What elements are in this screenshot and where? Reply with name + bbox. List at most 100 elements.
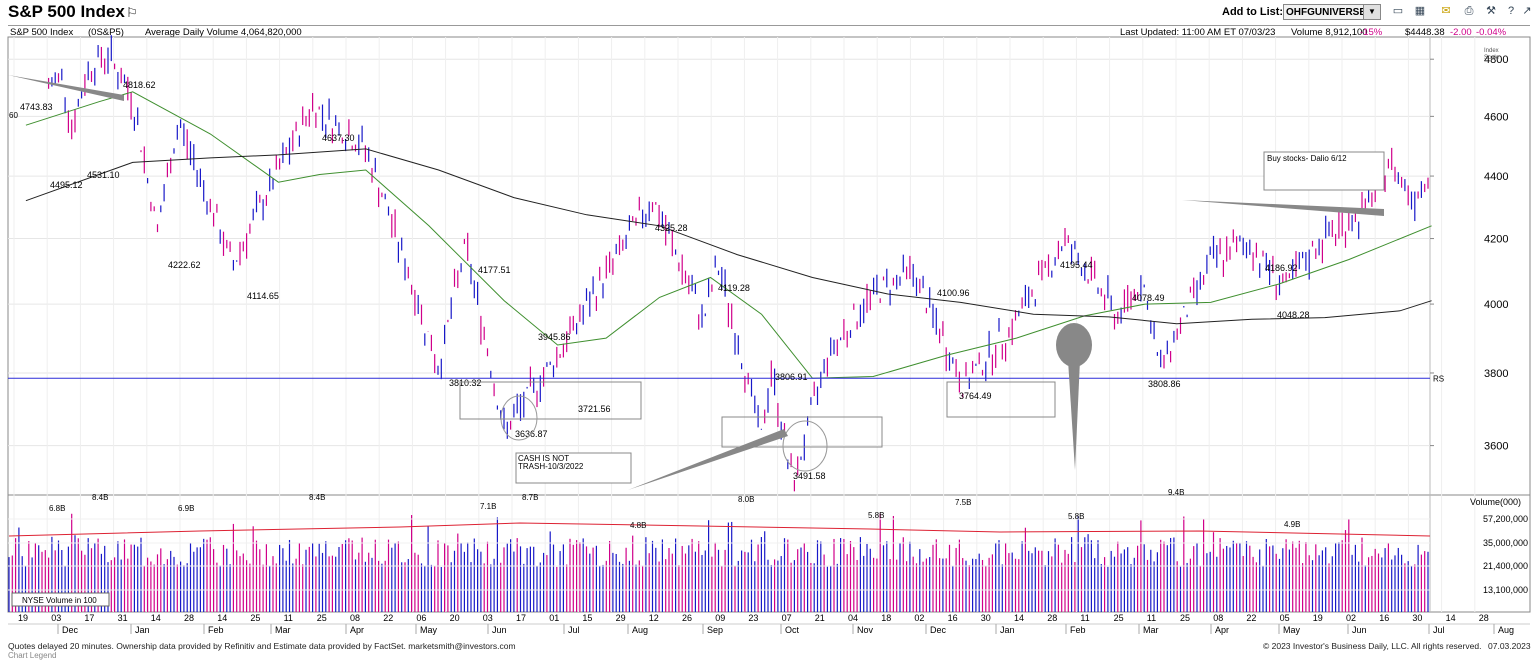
annotation-box: [515, 452, 632, 484]
tools-icon[interactable]: ⚒: [1486, 5, 1496, 17]
last-updated: Last Updated: 11:00 AM ET 07/03/23: [1120, 27, 1276, 38]
x-day-label: 29: [616, 613, 626, 623]
x-month-label: Nov: [857, 625, 874, 635]
volume-label: 5.8B: [1068, 512, 1084, 521]
volume-legend-box: [11, 592, 110, 607]
x-day-label: 14: [217, 613, 227, 623]
x-month-label: Dec: [930, 625, 947, 635]
x-day-label: 04: [848, 613, 858, 623]
chevron-down-icon[interactable]: ▼: [1363, 5, 1380, 19]
trendline-wedge: [1182, 200, 1384, 216]
print-icon[interactable]: ⎙: [1464, 5, 1474, 17]
price-label: 4495.12: [50, 180, 83, 190]
x-day-label: 03: [483, 613, 493, 623]
volume-label: 8.4B: [92, 493, 108, 502]
x-day-label: 02: [1346, 613, 1356, 623]
x-month-label: May: [420, 625, 438, 635]
x-day-label: 17: [516, 613, 526, 623]
symbol-name: S&P 500 Index: [10, 27, 74, 38]
x-month-label: Jan: [135, 625, 150, 635]
trendline-wedge: [1068, 360, 1080, 470]
volume-tick-label: 21,400,000: [1483, 561, 1528, 571]
x-day-label: 12: [649, 613, 659, 623]
price-label: 4078.49: [1132, 293, 1165, 303]
index-scale-label: Index: [1484, 48, 1499, 54]
price-label: 3808.86: [1148, 379, 1181, 389]
x-day-label: 26: [682, 613, 692, 623]
price-label: 4743.83: [20, 102, 53, 112]
x-day-label: 23: [748, 613, 758, 623]
price-tick-label: 4000: [1484, 299, 1508, 311]
x-day-label: 14: [151, 613, 161, 623]
price-label: 3810.32: [449, 378, 482, 388]
volume-label: 7.5B: [955, 498, 971, 507]
x-month-label: Jun: [1352, 625, 1367, 635]
volume-label: 8.4B: [309, 493, 325, 502]
x-day-label: 20: [450, 613, 460, 623]
price-label: 3721.56: [578, 404, 611, 414]
grid-icon[interactable]: ▦: [1414, 5, 1426, 17]
x-day-label: 16: [1379, 613, 1389, 623]
x-day-label: 31: [118, 613, 128, 623]
x-day-label: 25: [1180, 613, 1190, 623]
price-label: 4119.28: [718, 283, 750, 293]
volume-tick-label: 57,200,000: [1483, 514, 1528, 524]
price-text: $4448.38: [1405, 27, 1445, 38]
highlight-blob: [1056, 323, 1092, 367]
chart-legend-link[interactable]: Chart Legend: [8, 651, 57, 660]
moving-average-50: [25, 91, 1432, 379]
volume-legend-text: NYSE Volume in 100: [22, 596, 97, 605]
support-label: RS: [1433, 374, 1444, 383]
annotation-text: Buy stocks- Dalio 6/12: [1267, 154, 1347, 163]
x-day-label: 28: [184, 613, 194, 623]
chart-icon[interactable]: ▭: [1392, 5, 1404, 17]
x-day-label: 22: [1246, 613, 1256, 623]
price-label: 4637.30: [322, 133, 355, 143]
help-icon[interactable]: ?: [1507, 5, 1515, 17]
price-label: 4100.96: [937, 288, 970, 298]
volume-label: 4.9B: [1284, 520, 1300, 529]
volume-average-line: [8, 522, 1431, 537]
x-month-label: Aug: [1498, 625, 1514, 635]
x-day-label: 01: [549, 613, 559, 623]
list-select-value: OHFGUNIVERSE: [1286, 7, 1367, 18]
price-label: 3764.49: [959, 391, 992, 401]
price-label: 3806.91: [775, 372, 808, 382]
x-day-label: 11: [1147, 613, 1156, 623]
email-icon[interactable]: ✉: [1441, 5, 1451, 17]
price-label: 4177.51: [478, 265, 511, 275]
popout-icon[interactable]: ↗: [1522, 5, 1532, 17]
list-select[interactable]: OHFGUNIVERSE ▼: [1283, 4, 1381, 20]
change-text: -2.00: [1450, 27, 1472, 38]
x-month-label: Feb: [208, 625, 224, 635]
price-label: 4048.28: [1277, 310, 1310, 320]
volume-label: 6.9B: [178, 504, 194, 513]
x-month-label: Mar: [1143, 625, 1159, 635]
x-day-label: 05: [1280, 613, 1290, 623]
price-tick-label: 4600: [1484, 111, 1508, 123]
x-day-label: 14: [1446, 613, 1456, 623]
volume-label: 8.7B: [522, 493, 538, 502]
flag-icon[interactable]: ⚐: [126, 5, 138, 20]
x-day-label: 08: [1213, 613, 1223, 623]
x-month-label: May: [1283, 625, 1301, 635]
volume-axis-label: Volume(000): [1470, 497, 1521, 507]
price-label: 4222.62: [168, 260, 201, 270]
volume-label: 5.8B: [868, 511, 884, 520]
index-scale-label: Scale: [1484, 55, 1500, 61]
x-month-label: Oct: [785, 625, 800, 635]
volume-label: 8.0B: [738, 495, 754, 504]
price-tick-label: 3600: [1484, 441, 1508, 453]
footer-disclaimer: Quotes delayed 20 minutes. Ownership dat…: [8, 641, 516, 651]
volume-tick-label: 35,000,000: [1483, 538, 1528, 548]
moving-average-200: [25, 148, 1432, 325]
x-day-label: 08: [350, 613, 360, 623]
change-pct: -0.04%: [1476, 27, 1507, 38]
avg-volume: Average Daily Volume 4,064,820,000: [145, 27, 302, 38]
price-label: 4531.10: [87, 170, 120, 180]
price-label-cut: 60: [9, 111, 18, 120]
price-tick-label: 4800: [1484, 54, 1508, 66]
volume-pct: -15%: [1360, 27, 1383, 38]
x-day-label: 21: [815, 613, 825, 623]
price-label: 4325.28: [655, 223, 688, 233]
